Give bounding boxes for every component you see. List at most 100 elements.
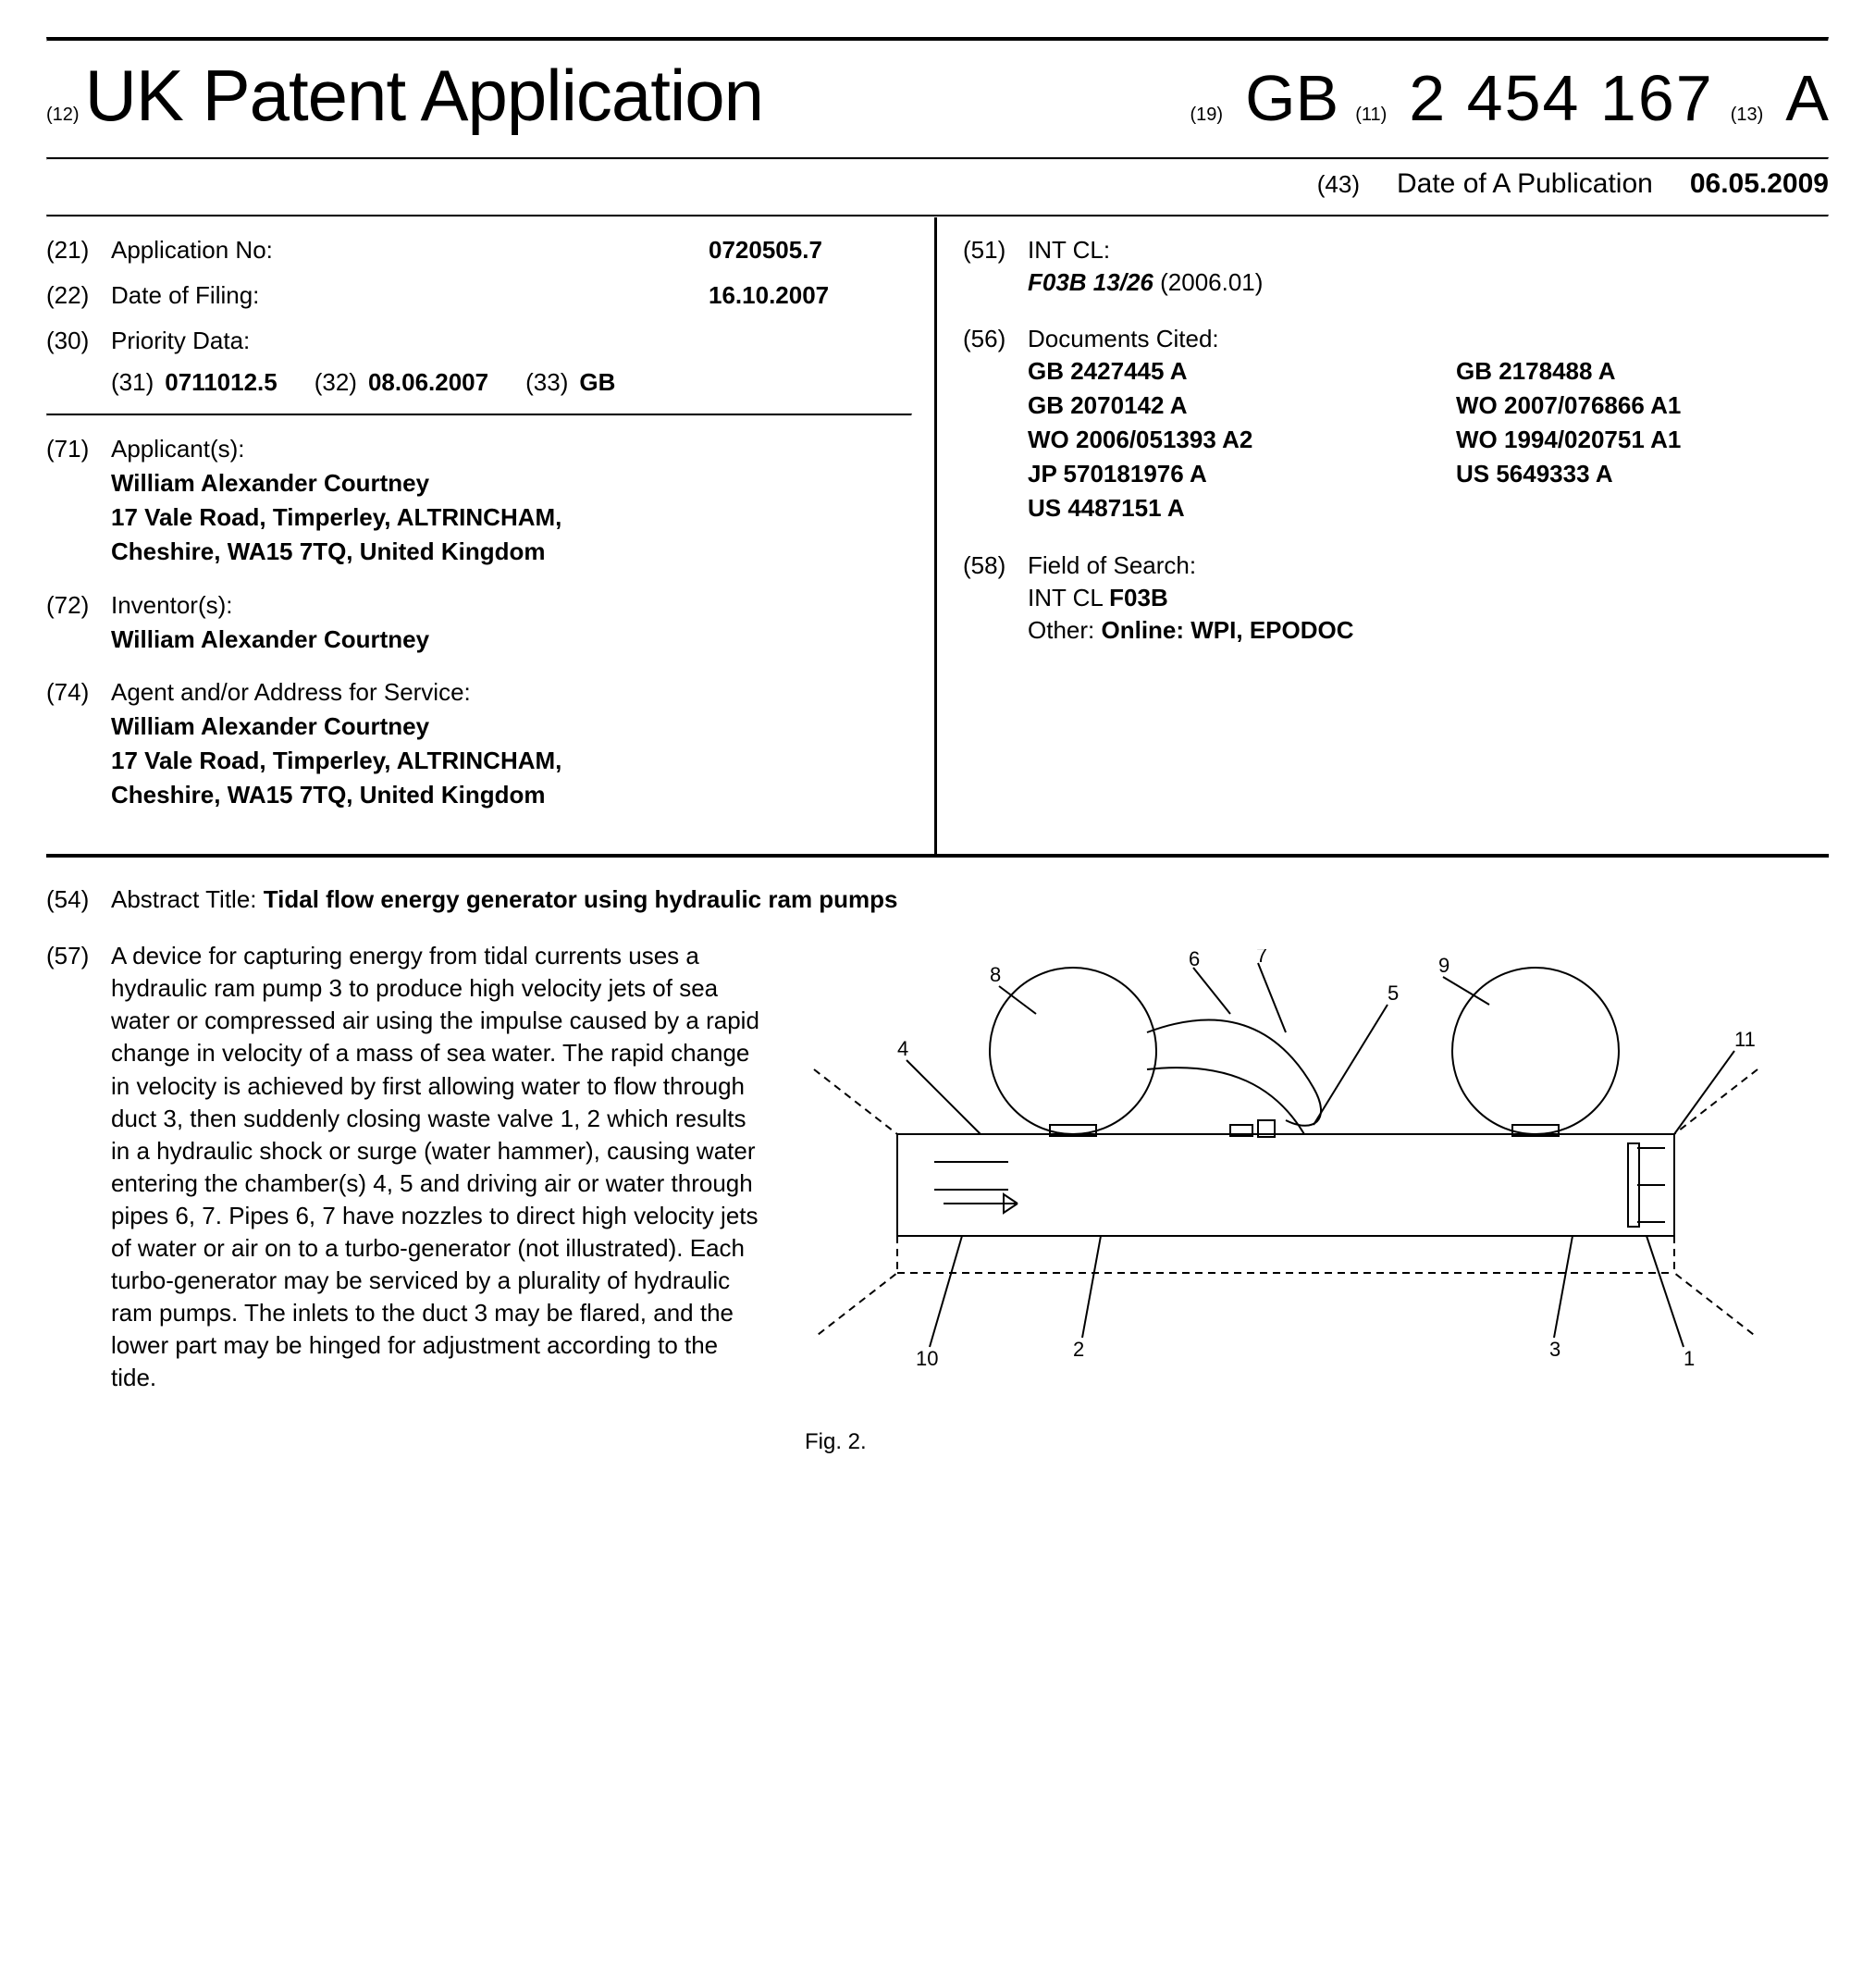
- application-no-row: (21) Application No: 0720505.7: [46, 234, 912, 266]
- cited-doc: US 5649333 A: [1456, 458, 1829, 490]
- search-line2b: Online: WPI, EPODOC: [1101, 616, 1353, 644]
- cited-doc: WO 2006/051393 A2: [1028, 424, 1400, 456]
- search-line2a: Other:: [1028, 616, 1101, 644]
- inid-71: (71): [46, 433, 111, 465]
- inid-30: (30): [46, 325, 111, 357]
- fig-label-4: 4: [897, 1037, 908, 1060]
- priority-31-value: 0711012.5: [165, 366, 277, 399]
- inventor-name: William Alexander Courtney: [111, 624, 912, 656]
- inid-31: (31): [111, 366, 154, 399]
- abstract-title: Tidal flow energy generator using hydrau…: [264, 885, 898, 913]
- agent-name: William Alexander Courtney: [111, 710, 912, 743]
- publication-date: 06.05.2009: [1690, 166, 1829, 204]
- inid-51: (51): [963, 234, 1028, 266]
- cited-block: (56) Documents Cited: GB 2427445 A GB 21…: [963, 323, 1829, 525]
- agent-addr2: Cheshire, WA15 7TQ, United Kingdom: [111, 779, 912, 811]
- cited-grid: GB 2427445 A GB 2178488 A GB 2070142 A W…: [1028, 355, 1829, 525]
- header-row: (12) UK Patent Application (19) GB (11) …: [46, 42, 1829, 157]
- biblio-left-col: (21) Application No: 0720505.7 (22) Date…: [46, 217, 934, 854]
- abstract-section: (54) Abstract Title: Tidal flow energy g…: [46, 858, 1829, 1458]
- publication-row: (43) Date of A Publication 06.05.2009: [46, 160, 1829, 215]
- figure-drawing: 4 8 6 7 5 9 11 10 2 3 1: [796, 949, 1776, 1412]
- search-label: Field of Search:: [1028, 549, 1196, 582]
- inid-74: (74): [46, 676, 111, 709]
- abstract-title-prefix: Abstract Title:: [111, 885, 264, 913]
- inid-57: (57): [46, 940, 111, 1394]
- inid-33: (33): [525, 366, 568, 399]
- cited-doc: GB 2178488 A: [1456, 355, 1829, 388]
- fig-label-9: 9: [1438, 954, 1449, 977]
- agent-addr1: 17 Vale Road, Timperley, ALTRINCHAM,: [111, 745, 912, 777]
- agent-block: (74) Agent and/or Address for Service: W…: [46, 676, 912, 811]
- header-left: (12) UK Patent Application: [46, 47, 763, 144]
- abstract-text-col: (57) A device for capturing energy from …: [46, 940, 768, 1457]
- applicant-name: William Alexander Courtney: [111, 467, 912, 500]
- doc-type-title: UK Patent Application: [85, 47, 763, 144]
- filing-date-row: (22) Date of Filing: 16.10.2007: [46, 279, 912, 312]
- fig-label-1: 1: [1684, 1347, 1695, 1370]
- inid-22: (22): [46, 279, 111, 312]
- figure-caption: Fig. 2.: [805, 1427, 1829, 1457]
- application-no-label: Application No:: [111, 234, 709, 266]
- publication-number: 2 454 167: [1409, 55, 1713, 142]
- cited-doc: JP 570181976 A: [1028, 458, 1400, 490]
- cited-doc: GB 2427445 A: [1028, 355, 1400, 388]
- filing-date-label: Date of Filing:: [111, 279, 709, 312]
- cited-doc: GB 2070142 A: [1028, 389, 1400, 422]
- cited-doc: US 4487151 A: [1028, 492, 1400, 525]
- fig-label-3: 3: [1549, 1338, 1560, 1361]
- priority-data-row: (31) 0711012.5 (32) 08.06.2007 (33) GB: [111, 366, 912, 399]
- search-line1b: F03B: [1109, 584, 1168, 611]
- inid-11: (11): [1355, 103, 1387, 128]
- inid-19: (19): [1190, 103, 1223, 128]
- intcl-value: F03B 13/26: [1028, 268, 1153, 296]
- fig-label-7: 7: [1256, 949, 1267, 967]
- publication-label: Date of A Publication: [1397, 166, 1653, 204]
- left-sub-rule: [46, 414, 912, 416]
- priority-row: (30) Priority Data:: [46, 325, 912, 357]
- applicant-block: (71) Applicant(s): William Alexander Cou…: [46, 433, 912, 568]
- priority-32-value: 08.06.2007: [368, 366, 488, 399]
- patent-front-page: (12) UK Patent Application (19) GB (11) …: [46, 37, 1829, 1458]
- intcl-edition: (2006.01): [1160, 268, 1263, 296]
- inid-72: (72): [46, 589, 111, 622]
- fig-label-2: 2: [1073, 1338, 1084, 1361]
- filing-date-value: 16.10.2007: [709, 279, 912, 312]
- fig-label-10: 10: [916, 1347, 938, 1370]
- inid-43: (43): [1317, 168, 1360, 201]
- inventor-block: (72) Inventor(s): William Alexander Cour…: [46, 589, 912, 656]
- fig-label-6: 6: [1189, 949, 1200, 970]
- inventor-label: Inventor(s):: [111, 589, 233, 622]
- figure-column: 4 8 6 7 5 9 11 10 2 3 1 Fig. 2.: [796, 940, 1829, 1457]
- search-line1a: INT CL: [1028, 584, 1109, 611]
- applicant-label: Applicant(s):: [111, 433, 245, 465]
- inid-13: (13): [1731, 103, 1764, 128]
- intcl-label: INT CL:: [1028, 234, 1110, 266]
- inid-21: (21): [46, 234, 111, 266]
- inid-32: (32): [315, 366, 357, 399]
- header-right: (19) GB (11) 2 454 167 (13) A: [1190, 55, 1829, 142]
- cited-doc: WO 1994/020751 A1: [1456, 424, 1829, 456]
- cited-doc: WO 2007/076866 A1: [1456, 389, 1829, 422]
- country-code: GB: [1245, 55, 1338, 142]
- fig-label-5: 5: [1388, 982, 1399, 1005]
- cited-label: Documents Cited:: [1028, 323, 1219, 355]
- fig-label-11: 11: [1734, 1028, 1756, 1051]
- applicant-addr2: Cheshire, WA15 7TQ, United Kingdom: [111, 536, 912, 568]
- agent-label: Agent and/or Address for Service:: [111, 676, 471, 709]
- applicant-addr1: 17 Vale Road, Timperley, ALTRINCHAM,: [111, 501, 912, 534]
- search-block: (58) Field of Search: INT CL F03B Other:…: [963, 549, 1829, 647]
- application-no-value: 0720505.7: [709, 234, 912, 266]
- inid-12: (12): [46, 103, 80, 128]
- abstract-body: (57) A device for capturing energy from …: [46, 940, 1829, 1457]
- kind-code: A: [1785, 55, 1829, 142]
- intcl-block: (51) INT CL: F03B 13/26 (2006.01): [963, 234, 1829, 299]
- inid-58: (58): [963, 549, 1028, 582]
- priority-33-value: GB: [579, 366, 615, 399]
- biblio-block: (21) Application No: 0720505.7 (22) Date…: [46, 217, 1829, 858]
- inid-54: (54): [46, 883, 111, 916]
- abstract-title-row: (54) Abstract Title: Tidal flow energy g…: [46, 883, 1829, 916]
- abstract-text: A device for capturing energy from tidal…: [111, 940, 768, 1394]
- inid-56: (56): [963, 323, 1028, 355]
- biblio-right-col: (51) INT CL: F03B 13/26 (2006.01) (56) D…: [934, 217, 1829, 854]
